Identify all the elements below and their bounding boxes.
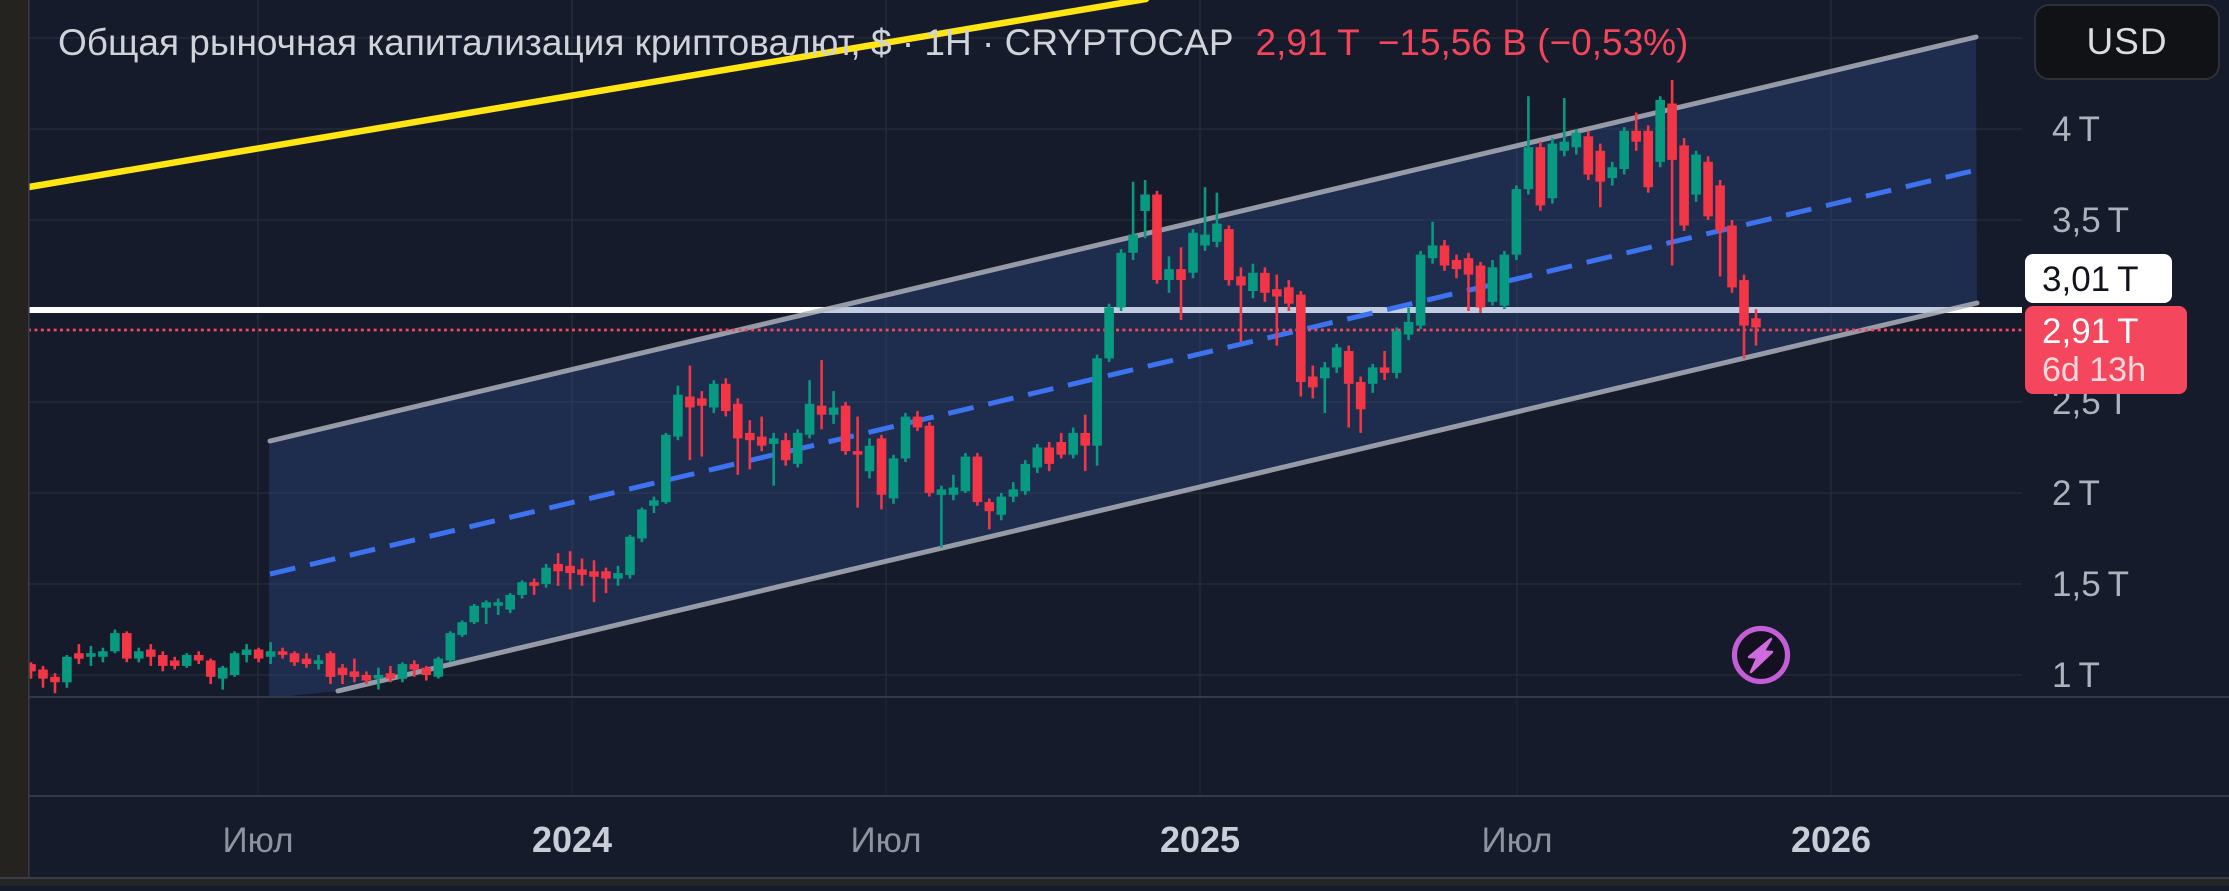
svg-text:3,5 T: 3,5 T <box>2052 201 2129 240</box>
svg-text:Июл: Июл <box>222 821 293 860</box>
svg-text:2025: 2025 <box>1160 819 1240 860</box>
svg-text:6d 13h: 6d 13h <box>2042 351 2146 389</box>
svg-text:1,5 T: 1,5 T <box>2052 565 2129 604</box>
svg-text:USD: USD <box>2086 21 2167 62</box>
svg-text:Июл: Июл <box>850 821 921 860</box>
svg-text:1 T: 1 T <box>2052 656 2100 695</box>
svg-text:2026: 2026 <box>1791 819 1871 860</box>
svg-text:Общая рыночная капитализация к: Общая рыночная капитализация криптовалют… <box>58 22 1688 63</box>
svg-text:Июл: Июл <box>1481 821 1552 860</box>
svg-text:4 T: 4 T <box>2052 110 2100 149</box>
svg-text:2024: 2024 <box>532 819 612 860</box>
svg-text:2,91 T: 2,91 T <box>2042 312 2139 351</box>
svg-text:2 T: 2 T <box>2052 474 2100 513</box>
svg-text:3,01 T: 3,01 T <box>2042 260 2139 299</box>
